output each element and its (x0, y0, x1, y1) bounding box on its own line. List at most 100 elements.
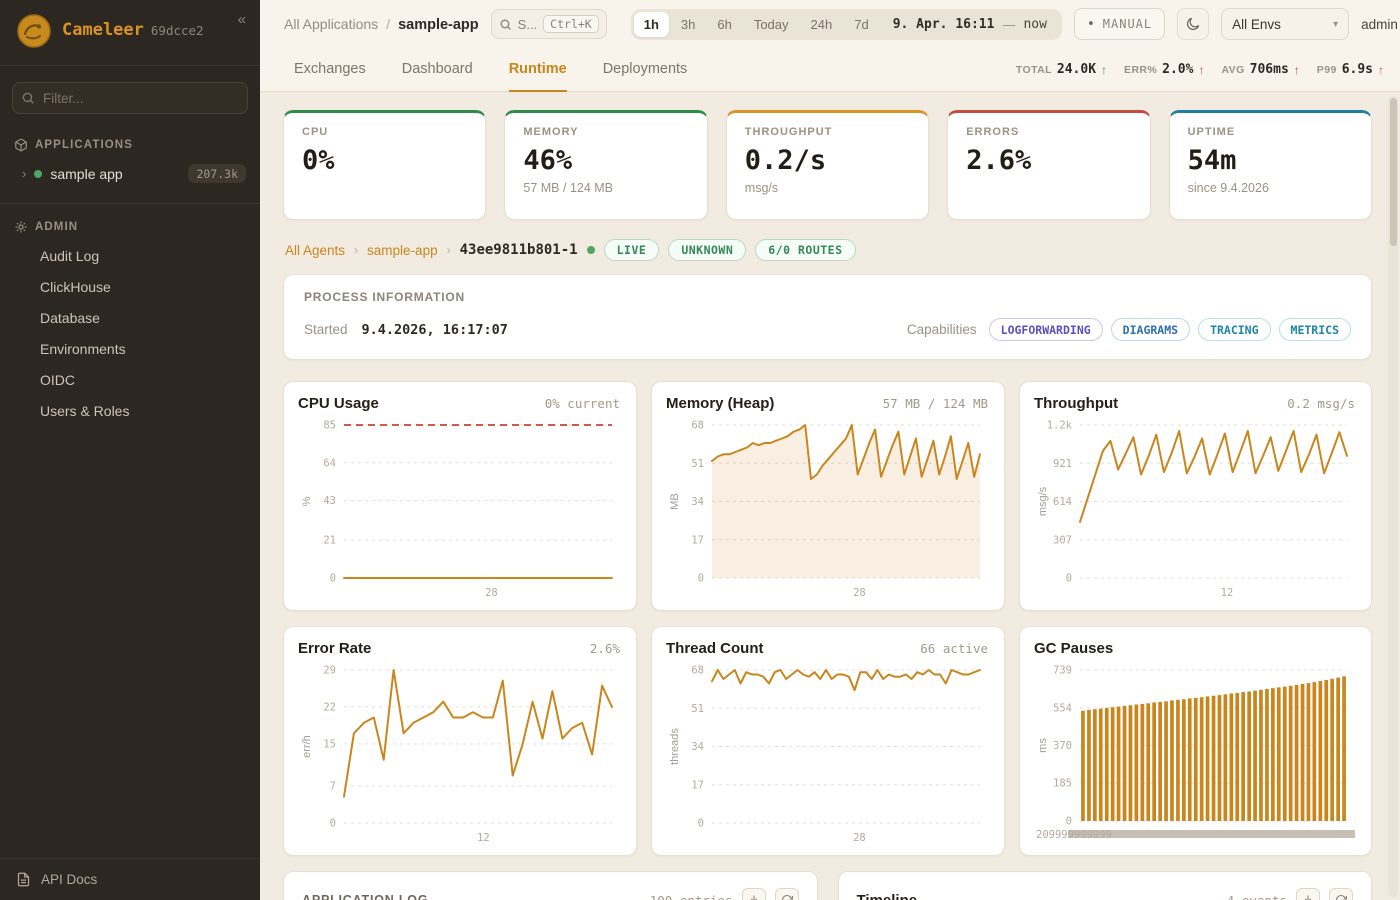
refresh-button[interactable] (1329, 888, 1353, 900)
metric-value: 46% (523, 145, 573, 176)
tab-dashboard[interactable]: Dashboard (401, 61, 473, 77)
metric-label: MEMORY (523, 126, 579, 138)
env-select[interactable]: All Envs ▾ (1221, 8, 1350, 40)
time-range-1h[interactable]: 1h (633, 11, 669, 37)
svg-text:28: 28 (485, 587, 498, 599)
time-range-3h[interactable]: 3h (680, 16, 696, 32)
download-button[interactable] (741, 888, 766, 900)
svg-text:68: 68 (691, 420, 704, 432)
capability-tracing: TRACING (1198, 318, 1271, 341)
badge-routes: 6/0 ROUTES (755, 239, 856, 261)
time-range-24h[interactable]: 24h (810, 16, 833, 32)
svg-text:370: 370 (1053, 740, 1072, 752)
sidebar-item-oidc[interactable]: OIDC (40, 371, 75, 388)
stat-label: AVG (1221, 63, 1245, 76)
stat-total: TOTAL 24.0K ↑ (1016, 62, 1107, 77)
sidebar-item-clickhouse[interactable]: ClickHouse (40, 278, 111, 295)
cameleer-logo-icon (16, 13, 52, 49)
filter-input[interactable] (12, 82, 248, 114)
sidebar-item-environments[interactable]: Environments (40, 340, 126, 357)
svg-text:21: 21 (323, 535, 336, 547)
svg-text:threads: threads (669, 728, 681, 765)
global-search-button[interactable]: S... Ctrl+K (490, 9, 607, 39)
chevron-right-icon[interactable]: › (22, 166, 27, 181)
sidebar-spacer (0, 426, 260, 858)
sidebar-header: Cameleer 69dcce2 « (0, 0, 260, 59)
sidebar-item-sample-app[interactable]: › sample app 207.3k (0, 158, 260, 189)
chart-title: Error Rate (298, 640, 372, 657)
sidebar-collapse-icon[interactable]: « (237, 11, 246, 28)
scrollbar-track[interactable] (1388, 96, 1398, 897)
download-button[interactable] (1296, 888, 1320, 900)
tab-runtime[interactable]: Runtime (508, 48, 567, 92)
time-range-7d[interactable]: 7d (854, 16, 869, 32)
env-select-value: All Envs (1232, 16, 1281, 32)
tabs: Exchanges Dashboard Runtime Deployments (294, 48, 688, 92)
chart-title: Thread Count (666, 640, 764, 657)
chart-title: Memory (Heap) (666, 395, 775, 412)
divider (0, 203, 260, 204)
svg-text:msg/s: msg/s (1037, 486, 1049, 516)
stat-label: TOTAL (1015, 63, 1052, 76)
user-menu[interactable]: admin (1361, 16, 1398, 32)
trend-up-icon: ↑ (1198, 62, 1205, 77)
refresh-button[interactable] (774, 888, 799, 900)
breadcrumb-all-applications[interactable]: All Applications (284, 15, 379, 32)
sidebar-item-audit-log[interactable]: Audit Log (40, 247, 100, 264)
bottom-panels: APPLICATION LOG 100 entries Timeline 4 e… (283, 871, 1372, 900)
badge-unknown: UNKNOWN (668, 239, 747, 261)
svg-text:34: 34 (691, 496, 704, 508)
tab-exchanges[interactable]: Exchanges (294, 61, 366, 77)
tab-deployments[interactable]: Deployments (602, 61, 688, 77)
sidebar-item-api-docs[interactable]: API Docs (0, 858, 260, 900)
process-information-panel: PROCESS INFORMATION Started 9.4.2026, 16… (283, 274, 1372, 360)
svg-text:68: 68 (691, 665, 704, 677)
metric-cards: CPU 0% MEMORY 46% 57 MB / 124 MB THROUGH… (283, 110, 1372, 220)
capability-logforwarding: LOGFORWARDING (988, 318, 1103, 341)
process-information-title: PROCESS INFORMATION (304, 290, 465, 304)
application-log-panel: APPLICATION LOG 100 entries (283, 871, 818, 900)
download-icon (750, 895, 757, 900)
sidebar-item-database[interactable]: Database (40, 309, 100, 326)
tab-bar: Exchanges Dashboard Runtime Deployments … (260, 48, 1400, 92)
chart-current-value: 57 MB / 124 MB (882, 396, 988, 411)
application-count-badge: 207.3k (188, 164, 246, 183)
metric-label: UPTIME (1187, 126, 1236, 138)
breadcrumb-separator: / (386, 15, 391, 32)
time-to: now (1023, 16, 1047, 32)
svg-text:0: 0 (698, 818, 704, 830)
manual-refresh-button[interactable]: • MANUAL (1073, 8, 1166, 40)
link-sample-app[interactable]: sample-app (367, 242, 438, 258)
time-range-6h[interactable]: 6h (717, 16, 732, 32)
link-all-agents[interactable]: All Agents (285, 242, 346, 258)
chart-current-value: 0.2 msg/s (1287, 396, 1355, 411)
chart-error-rate: Error Rate 2.6% 0 7 15 22 29 12 err/h (283, 626, 637, 856)
breadcrumb-current: sample-app (398, 16, 479, 33)
sidebar-filter (12, 82, 248, 114)
metric-card-cpu: CPU 0% (283, 110, 487, 220)
section-label: APPLICATIONS (35, 139, 133, 151)
chart-title: GC Pauses (1034, 640, 1114, 657)
sidebar-item-users-roles[interactable]: Users & Roles (40, 402, 130, 419)
svg-text:0: 0 (330, 573, 336, 585)
application-log-title: APPLICATION LOG (302, 893, 429, 900)
svg-text:ms: ms (1037, 738, 1049, 753)
timeline-panel: Timeline 4 events (837, 871, 1372, 900)
trend-up-icon: ↑ (1378, 62, 1384, 77)
app-title: Cameleer (62, 20, 144, 40)
time-range-today[interactable]: Today (753, 16, 789, 32)
svg-text:554: 554 (1053, 702, 1072, 714)
dark-mode-toggle[interactable] (1177, 8, 1210, 40)
svg-text:921: 921 (1053, 458, 1072, 470)
metric-label: ERRORS (966, 126, 1020, 138)
search-icon (22, 92, 34, 104)
box-icon (15, 138, 27, 152)
section-admin: ADMIN (0, 210, 260, 240)
stat-label: P99 (1316, 63, 1337, 76)
scrollbar-thumb[interactable] (1389, 98, 1397, 246)
svg-text:51: 51 (691, 458, 704, 470)
section-applications: APPLICATIONS (0, 128, 260, 158)
divider (0, 65, 260, 66)
chart-current-value: 0% current (544, 396, 620, 411)
time-range-display[interactable]: 9. Apr. 16:11 — now (881, 17, 1059, 32)
